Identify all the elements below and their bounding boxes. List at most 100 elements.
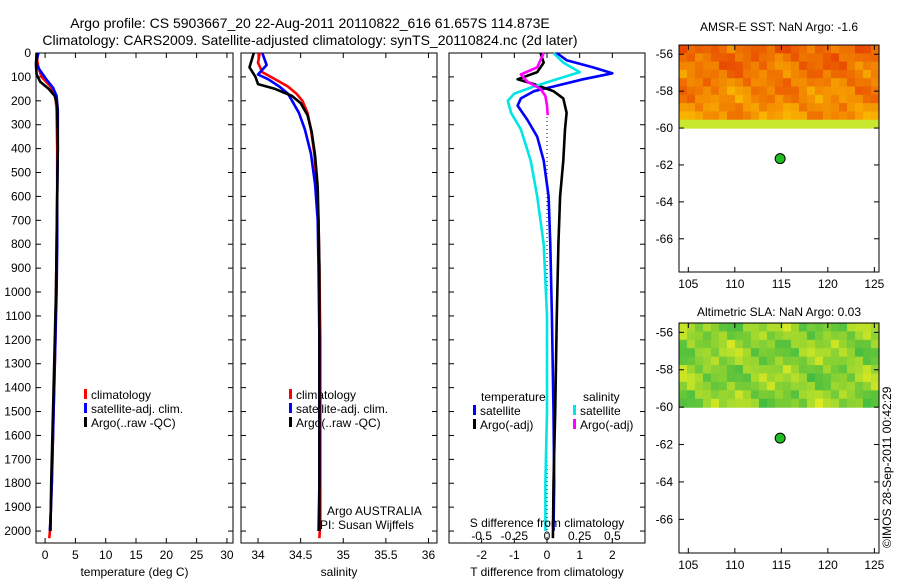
heatmap-cell xyxy=(823,94,832,104)
depth-tick-label: 1800 xyxy=(4,476,31,490)
x-axis-label: salinity xyxy=(321,565,358,579)
y-tick-label: -62 xyxy=(656,438,674,452)
heatmap-field xyxy=(679,45,880,129)
heatmap-cell xyxy=(831,119,840,129)
heatmap-cell xyxy=(743,61,752,71)
heatmap-cell xyxy=(815,69,824,79)
heatmap-cell xyxy=(679,373,688,383)
map-title: Altimetric SLA: NaN Argo: 0.03 xyxy=(697,305,861,319)
heatmap-cell xyxy=(775,61,784,71)
heatmap-cell xyxy=(839,86,848,96)
heatmap-cell xyxy=(871,69,880,79)
heatmap-cell xyxy=(871,323,880,333)
heatmap-cell xyxy=(759,45,768,54)
heatmap-cell xyxy=(791,69,800,79)
heatmap-cell xyxy=(687,111,696,121)
heatmap-cell xyxy=(831,61,840,71)
heatmap-cell xyxy=(775,356,784,366)
heatmap-cell xyxy=(791,86,800,96)
heatmap-cell xyxy=(751,356,760,366)
depth-tick-label: 1000 xyxy=(4,285,31,299)
heatmap-cell xyxy=(823,45,832,54)
heatmap-cell xyxy=(855,61,864,71)
heatmap-cell xyxy=(751,103,760,113)
heatmap-cell xyxy=(727,78,736,88)
heatmap-cell xyxy=(799,78,808,88)
heatmap-cell xyxy=(871,348,880,358)
plot-frame-salinity xyxy=(240,52,438,544)
heatmap-cell xyxy=(743,331,752,341)
depth-tick-label: 900 xyxy=(11,261,31,275)
heatmap-cell xyxy=(855,339,864,349)
heatmap-cell xyxy=(711,381,720,391)
heatmap-cell xyxy=(735,373,744,383)
series-line-difference-1 xyxy=(516,52,568,539)
heatmap-cell xyxy=(695,323,704,333)
heatmap-cell xyxy=(695,69,704,79)
heatmap-cell xyxy=(783,356,792,366)
heatmap-cell xyxy=(695,103,704,113)
heatmap-cell xyxy=(695,356,704,366)
legend-label: Argo(..raw -QC) xyxy=(91,416,176,430)
x-tick-label: 15 xyxy=(129,548,143,562)
heatmap-cell xyxy=(855,53,864,63)
heatmap-cell xyxy=(839,323,848,333)
heatmap-cell xyxy=(735,103,744,113)
heatmap-cell xyxy=(815,78,824,88)
x-tick-label: 125 xyxy=(864,558,884,572)
heatmap-cell xyxy=(759,390,768,400)
plots-layer: 0100200300400500600700800900100011001200… xyxy=(4,20,884,579)
top-tick-label: 0.25 xyxy=(568,529,592,543)
heatmap-cell xyxy=(815,86,824,96)
heatmap-cell xyxy=(783,86,792,96)
heatmap-cell xyxy=(767,103,776,113)
heatmap-cell xyxy=(679,356,688,366)
heatmap-cell xyxy=(703,78,712,88)
y-tick-label: -60 xyxy=(656,121,674,135)
heatmap-cell xyxy=(687,398,696,408)
heatmap-cell xyxy=(711,61,720,71)
heatmap-cell xyxy=(719,94,728,104)
heatmap-cell xyxy=(743,390,752,400)
heatmap-cell xyxy=(711,45,720,54)
heatmap-cell xyxy=(839,94,848,104)
heatmap-cell xyxy=(847,53,856,63)
heatmap-cell xyxy=(743,381,752,391)
heatmap-cell xyxy=(799,390,808,400)
heatmap-cell xyxy=(727,119,736,129)
heatmap-cell xyxy=(791,94,800,104)
heatmap-cell xyxy=(679,390,688,400)
heatmap-cell xyxy=(695,111,704,121)
heatmap-cell xyxy=(759,323,768,333)
legend-label: Argo(..raw -QC) xyxy=(296,416,381,430)
heatmap-cell xyxy=(759,331,768,341)
heatmap-cell xyxy=(703,331,712,341)
heatmap-cell xyxy=(711,69,720,79)
x-tick-label: 30 xyxy=(220,548,234,562)
heatmap-cell xyxy=(823,53,832,63)
heatmap-cell xyxy=(687,373,696,383)
depth-tick-label: 800 xyxy=(11,237,31,251)
heatmap-cell xyxy=(743,53,752,63)
heatmap-cell xyxy=(791,61,800,71)
heatmap-cell xyxy=(823,339,832,349)
heatmap-cell xyxy=(823,390,832,400)
heatmap-cell xyxy=(751,348,760,358)
heatmap-cell xyxy=(783,331,792,341)
heatmap-cell xyxy=(711,356,720,366)
heatmap-cell xyxy=(703,339,712,349)
heatmap-cell xyxy=(767,86,776,96)
heatmap-cell xyxy=(695,381,704,391)
heatmap-cell xyxy=(799,103,808,113)
heatmap-cell xyxy=(727,53,736,63)
heatmap-cell xyxy=(823,356,832,366)
heatmap-cell xyxy=(767,53,776,63)
heatmap-cell xyxy=(679,381,688,391)
heatmap-cell xyxy=(799,69,808,79)
legend-label: satellite xyxy=(580,404,621,418)
figure-title-line2: Climatology: CARS2009. Satellite-adjuste… xyxy=(42,32,577,48)
x-tick-label: 10 xyxy=(99,548,113,562)
heatmap-cell xyxy=(823,398,832,408)
heatmap-cell xyxy=(735,119,744,129)
